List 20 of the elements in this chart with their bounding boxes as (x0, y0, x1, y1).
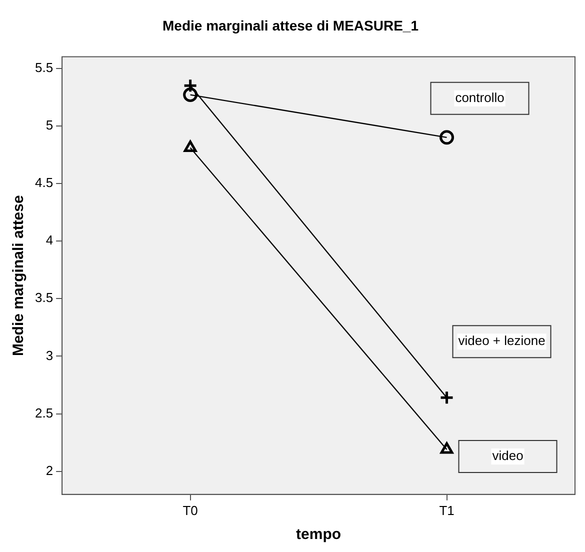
y-tick-label: 2 (46, 462, 54, 478)
x-axis-title: tempo (296, 526, 342, 544)
chart-title: Medie marginali attese di MEASURE_1 (162, 17, 419, 34)
y-tick-label: 3 (46, 348, 54, 363)
x-tick-label: T1 (439, 502, 454, 518)
text: video (492, 448, 524, 464)
x-tick-label: T0 (182, 502, 198, 518)
text: controllo (455, 90, 504, 105)
y-tick-label: 5 (46, 117, 54, 132)
y-tick-label: 2.5 (34, 405, 54, 420)
y-tick-label: 5.5 (34, 60, 54, 75)
y-tick-label: 3.5 (34, 290, 54, 306)
y-tick-label: 4 (46, 232, 54, 248)
y-axis-title: Medie marginali attese (10, 195, 28, 356)
point (440, 390, 454, 405)
point (183, 88, 198, 102)
point (440, 130, 454, 145)
y-tick-label: 4.5 (34, 175, 54, 190)
point (184, 140, 197, 152)
text: video + lezione (458, 333, 546, 348)
